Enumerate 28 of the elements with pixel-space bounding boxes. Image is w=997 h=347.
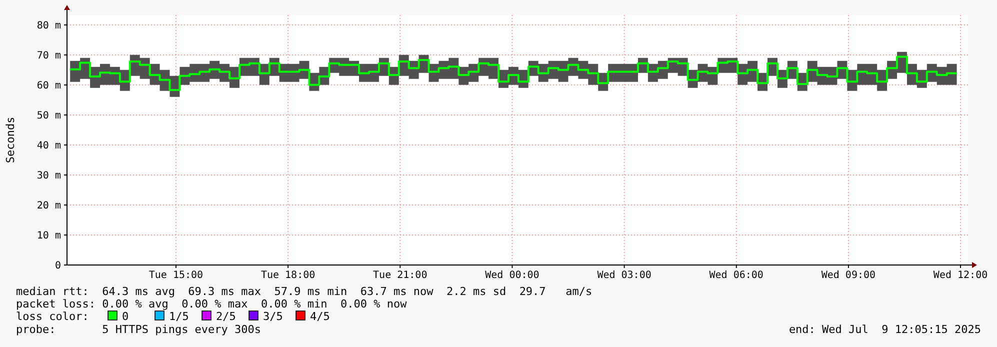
legend-label: 2/5 [216, 310, 236, 323]
x-tick-label: Tue 15:00 [148, 270, 204, 281]
y-tick-label: 0 [54, 260, 61, 272]
x-tick-label: Wed 03:00 [597, 270, 652, 281]
y-tick-label: 10 m [36, 230, 61, 242]
y-tick-label: 70 m [36, 50, 61, 62]
y-axis-title: Seconds [4, 116, 17, 164]
text: median rtt: 64.3 ms avg 69.3 ms max 57.9 ms min 63.7 ms now 2.2 ms sd 29.7 am/s [16, 285, 592, 298]
x-tick-label: Wed 00:00 [485, 270, 540, 281]
x-tick-label: Wed 12:00 [933, 270, 988, 281]
x-tick-label: Tue 21:00 [373, 270, 428, 281]
y-tick-label: 60 m [36, 80, 61, 92]
text: probe: 5 HTTPS pings every 300s [16, 323, 262, 336]
legend-label: 1/5 [169, 310, 189, 323]
y-tick-label: 20 m [36, 200, 61, 212]
legend-label: 3/5 [263, 310, 283, 323]
x-tick-label: Wed 06:00 [709, 270, 764, 281]
text: packet loss: 0.00 % avg 0.00 % max 0.00 % min 0.00 % now [16, 298, 408, 310]
x-tick-label: Wed 09:00 [821, 270, 876, 281]
y-tick-label: 50 m [36, 110, 61, 122]
legend-title: loss color: [16, 310, 89, 323]
text: end: Wed Jul 9 12:05:15 2025 [788, 323, 981, 336]
y-tick-label: 30 m [36, 170, 61, 182]
x-tick-label: Tue 18:00 [260, 270, 316, 281]
legend-label: 4/5 [310, 310, 330, 323]
y-tick-label: 80 m [36, 20, 61, 32]
legend-label: 0 [122, 310, 129, 323]
y-tick-label: 40 m [36, 140, 61, 152]
